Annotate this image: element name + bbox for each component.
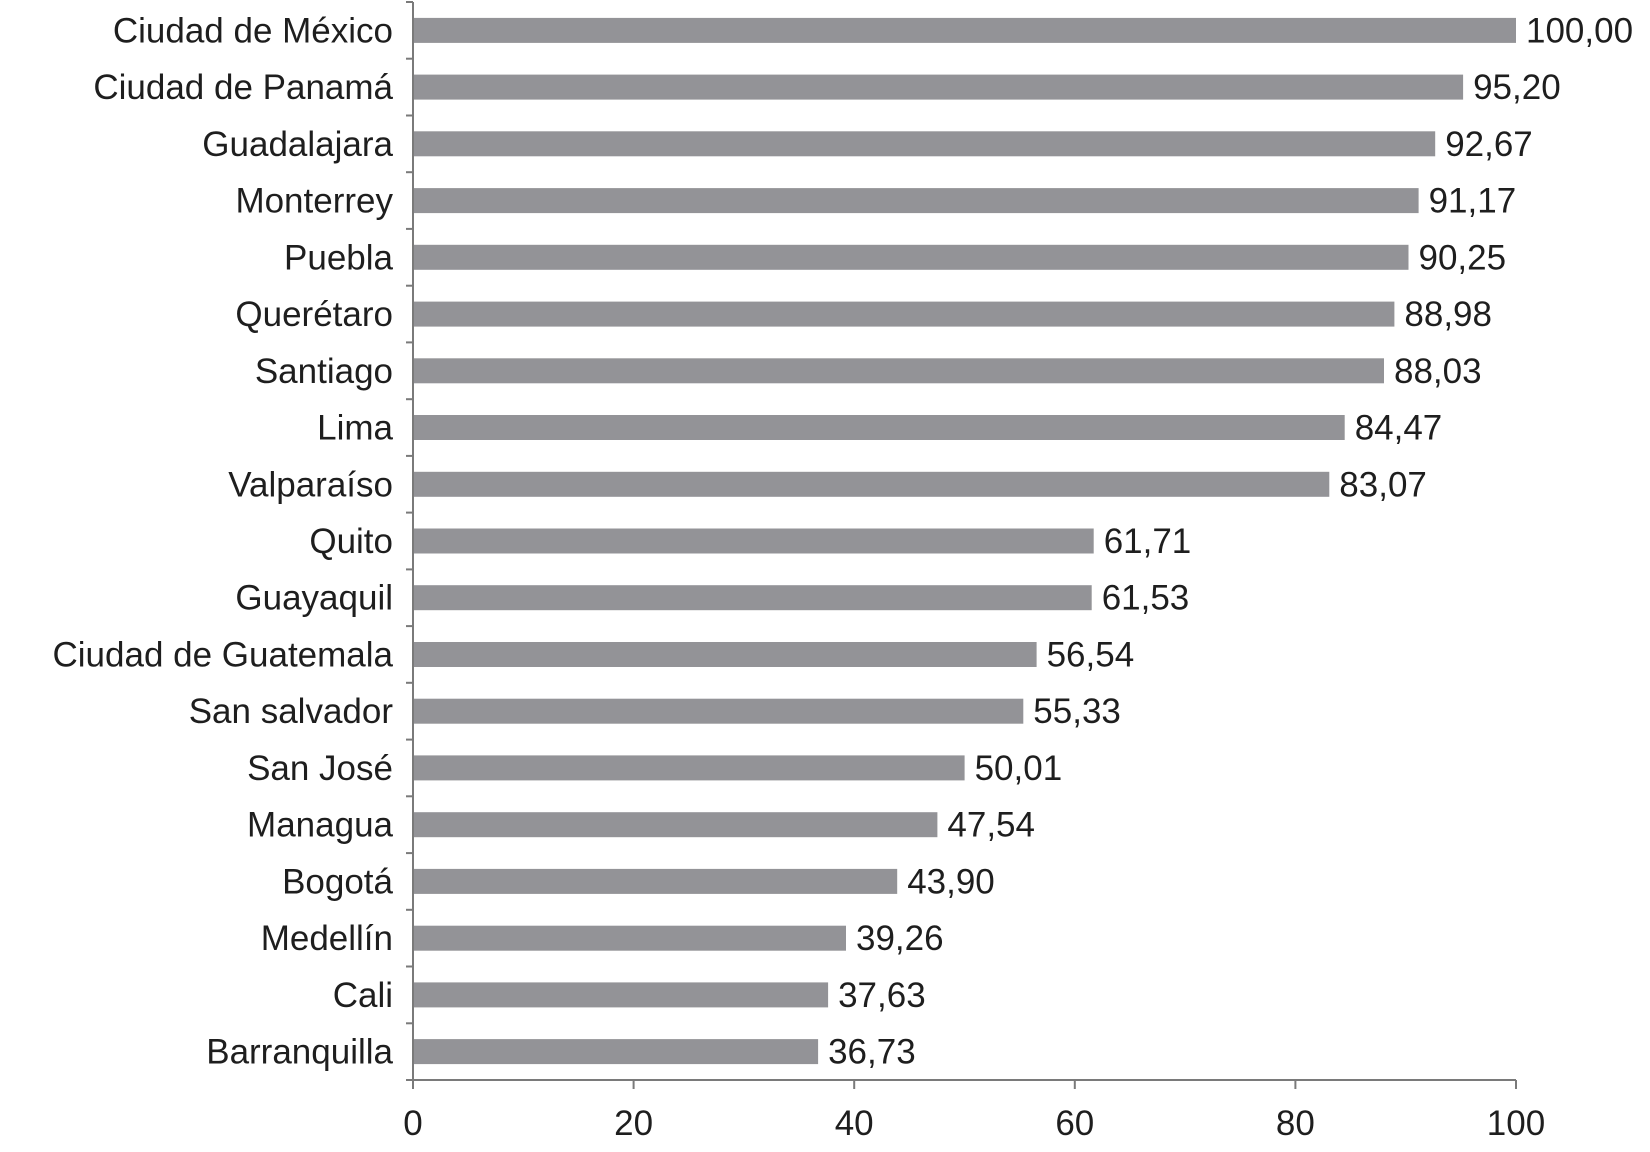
category-label: Santiago: [255, 352, 393, 391]
bar: [413, 755, 965, 781]
category-label: Valparaíso: [228, 465, 393, 504]
data-label: 84,47: [1355, 409, 1443, 448]
category-label: Ciudad de Panamá: [93, 68, 393, 107]
bar: [413, 301, 1395, 327]
data-label: 83,07: [1339, 465, 1427, 504]
data-label: 36,73: [828, 1033, 916, 1072]
category-label: Barranquilla: [206, 1033, 393, 1072]
category-label: Medellín: [261, 919, 393, 958]
category-label: Bogotá: [282, 862, 393, 901]
data-label: 100,00: [1526, 11, 1633, 50]
bar: [413, 471, 1330, 497]
data-label: 50,01: [975, 749, 1063, 788]
category-label: Ciudad de México: [113, 11, 393, 50]
bar: [413, 642, 1037, 667]
bar: [413, 585, 1092, 611]
category-label: Ciudad de Guatemala: [53, 636, 394, 675]
bar: [413, 415, 1345, 440]
x-tick-label: 0: [403, 1104, 422, 1143]
category-label: Guayaquil: [235, 579, 393, 618]
bar: [413, 698, 1024, 724]
data-label: 55,33: [1033, 692, 1121, 731]
bar: [413, 528, 1094, 554]
data-label: 90,25: [1419, 238, 1507, 277]
bar: [413, 812, 938, 838]
category-label: Puebla: [284, 238, 394, 277]
data-label: 88,98: [1404, 295, 1492, 334]
bar: [413, 982, 829, 1008]
data-label: 95,20: [1473, 68, 1561, 107]
category-label: Monterrey: [235, 182, 393, 221]
bar: [413, 74, 1464, 100]
category-label: Quito: [309, 522, 393, 561]
category-label: Guadalajara: [202, 125, 393, 164]
x-tick-label: 20: [614, 1104, 653, 1143]
category-label: Querétaro: [235, 295, 393, 334]
data-label: 92,67: [1445, 125, 1533, 164]
x-tick-label: 60: [1055, 1104, 1094, 1143]
data-label: 39,26: [856, 919, 944, 958]
data-label: 61,53: [1102, 579, 1190, 618]
category-label: San salvador: [189, 692, 394, 731]
x-tick-label: 100: [1487, 1104, 1545, 1143]
category-label: San José: [247, 749, 393, 788]
data-label: 88,03: [1394, 352, 1482, 391]
x-tick-label: 40: [835, 1104, 874, 1143]
data-label: 56,54: [1047, 636, 1135, 675]
data-label: 47,54: [947, 806, 1035, 845]
bar: [413, 17, 1516, 43]
bar: [413, 358, 1384, 384]
data-label: 61,71: [1104, 522, 1192, 561]
bar: [413, 868, 898, 894]
data-label: 37,63: [838, 976, 926, 1015]
x-tick-label: 80: [1276, 1104, 1315, 1143]
bar: [413, 244, 1409, 270]
bar: [413, 1039, 819, 1065]
category-label: Cali: [333, 976, 393, 1015]
data-label: 43,90: [907, 862, 995, 901]
category-label: Managua: [247, 806, 393, 845]
bar: [413, 131, 1436, 157]
data-label: 91,17: [1429, 182, 1517, 221]
bar: [413, 925, 846, 951]
bar: [413, 188, 1419, 214]
category-label: Lima: [317, 409, 393, 448]
